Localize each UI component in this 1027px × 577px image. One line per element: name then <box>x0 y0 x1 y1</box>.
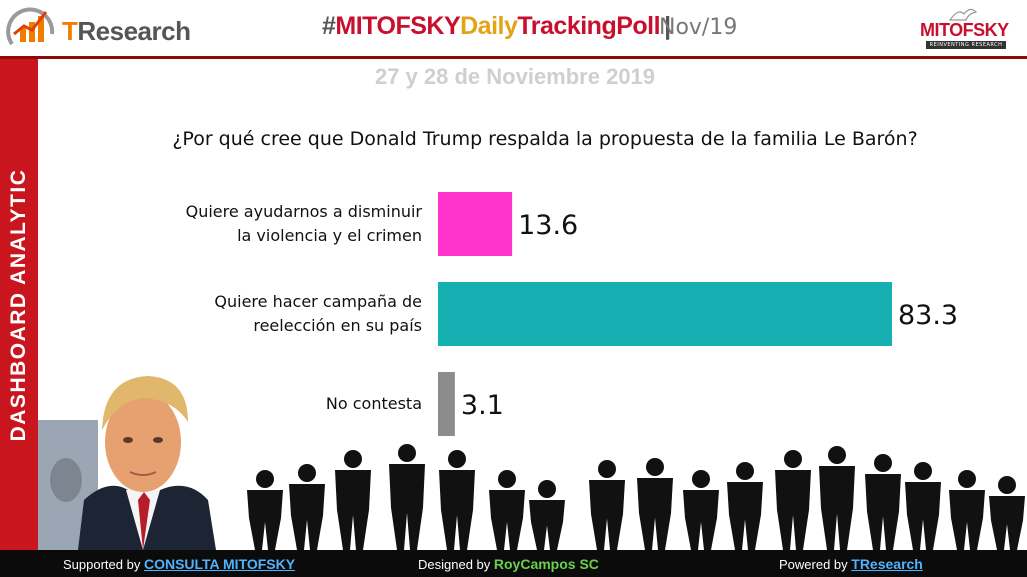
soldier-silhouette <box>949 470 985 550</box>
soldier-silhouette <box>247 470 283 550</box>
soldier-silhouette <box>439 450 475 550</box>
mitofsky-logo[interactable]: MITOFSKY REINVENTING RESEARCH <box>918 6 1014 50</box>
bar-3 <box>438 372 455 436</box>
soldier-silhouette <box>529 480 565 550</box>
soldier-silhouette <box>865 454 901 550</box>
category-label-2: reelección en su país <box>253 316 422 335</box>
header-bar: TResearch #MITOFSKYDailyTrackingPoll | No… <box>0 0 1027 56</box>
tresearch-link[interactable]: TResearch <box>851 556 923 572</box>
soldier-silhouette <box>589 460 625 550</box>
soldier-silhouette <box>637 458 673 550</box>
bar-2 <box>438 282 892 346</box>
tresearch-logo-icon <box>6 7 55 46</box>
mitofsky-tagline: REINVENTING RESEARCH <box>926 41 1006 49</box>
header-month: Nov/19 <box>659 15 738 40</box>
soldier-silhouette <box>683 470 719 550</box>
soldier-silhouette <box>389 444 425 550</box>
soldier-silhouette <box>489 470 525 550</box>
footer-powered: Powered by TResearch <box>779 556 923 572</box>
roycampos-link[interactable]: RoyCampos SC <box>493 556 599 572</box>
footer-designed: Designed by RoyCampos SC <box>418 556 599 572</box>
bar-1 <box>438 192 513 256</box>
poll-date: 27 y 28 de Noviembre 2019 <box>374 64 656 89</box>
soldier-silhouette <box>819 446 855 550</box>
eagle-icon <box>948 8 978 21</box>
category-label-3: No contesta <box>326 394 422 413</box>
chart-title: ¿Por qué cree que Donald Trump respalda … <box>172 128 918 150</box>
soldier-silhouette <box>775 450 811 550</box>
tresearch-wordmark: TResearch <box>62 16 191 46</box>
header-title: #MITOFSKYDailyTrackingPoll | <box>322 12 671 40</box>
footer-supported: Supported by CONSULTA MITOFSKY <box>63 556 296 572</box>
soldiers-silhouette <box>247 444 1025 550</box>
value-label-3: 3.1 <box>461 390 504 421</box>
value-label-2: 83.3 <box>898 300 958 331</box>
sidebar-label: DASHBOARD ANALYTIC <box>7 168 30 442</box>
category-label-2: Quiere hacer campaña de <box>214 292 422 311</box>
soldier-silhouette <box>289 464 325 550</box>
header-divider <box>0 56 1027 59</box>
tresearch-logo[interactable]: TResearch <box>6 4 216 52</box>
value-label-1: 13.6 <box>518 210 578 241</box>
mitofsky-wordmark: MITOFSKY <box>920 20 1009 40</box>
soldier-silhouette <box>905 462 941 550</box>
footer-bar: Supported by CONSULTA MITOFSKY Designed … <box>0 550 1027 577</box>
category-label-1: Quiere ayudarnos a disminuir <box>186 202 423 221</box>
sidebar-strip <box>0 59 38 550</box>
soldier-silhouette <box>335 450 371 550</box>
soldier-silhouette <box>989 476 1025 550</box>
category-label-1: la violencia y el crimen <box>237 226 422 245</box>
soldier-silhouette <box>727 462 763 550</box>
consulta-mitofsky-link[interactable]: CONSULTA MITOFSKY <box>143 556 296 572</box>
portrait-photo <box>38 360 248 550</box>
